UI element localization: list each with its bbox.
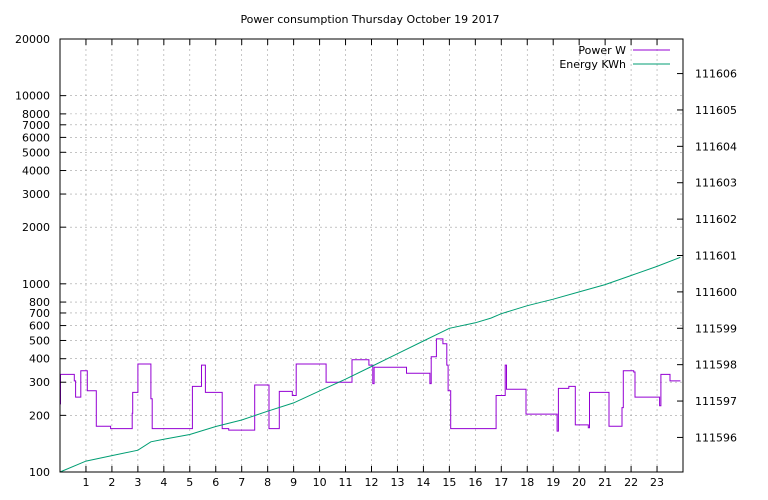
y-right-tick-label: 111599 — [695, 322, 737, 335]
y-left-tick-label: 10000 — [15, 90, 50, 103]
y-left-tick-label: 6000 — [22, 131, 50, 144]
x-tick-label: 18 — [520, 476, 534, 489]
y-left-tick-label: 3000 — [22, 188, 50, 201]
x-tick-label: 3 — [134, 476, 141, 489]
x-tick-label: 9 — [290, 476, 297, 489]
y-left-tick-label: 20000 — [15, 33, 50, 46]
x-tick-label: 21 — [598, 476, 612, 489]
x-tick-label: 22 — [624, 476, 638, 489]
legend-label-energy-kwh: Energy KWh — [559, 58, 626, 71]
y-left-tick-label: 400 — [29, 353, 50, 366]
y-left-tick-label: 2000 — [22, 221, 50, 234]
x-tick-label: 6 — [212, 476, 219, 489]
x-tick-label: 8 — [264, 476, 271, 489]
y-right-tick-label: 111602 — [695, 213, 737, 226]
series-line-power-w — [60, 338, 681, 432]
plot-frame — [59, 38, 684, 473]
y-left-tick-label: 800 — [29, 296, 50, 309]
series-layer — [59, 256, 681, 473]
y-left-tick-label: 8000 — [22, 108, 50, 121]
legend-label-power-w: Power W — [578, 44, 626, 57]
y-left-tick-label: 500 — [29, 334, 50, 347]
y-left-tick-label: 1000 — [22, 278, 50, 291]
x-tick-label: 14 — [416, 476, 430, 489]
x-tick-label: 11 — [339, 476, 353, 489]
y-right-tick-label: 111603 — [695, 177, 737, 190]
y-right-tick-label: 111606 — [695, 68, 737, 81]
y-right-tick-label: 111596 — [695, 431, 737, 444]
y-left-tick-label: 5000 — [22, 146, 50, 159]
x-tick-label: 13 — [390, 476, 404, 489]
y-left-tick-label: 700 — [29, 307, 50, 320]
grid-layer — [60, 39, 683, 472]
x-tick-label: 1 — [82, 476, 89, 489]
y-right-tick-label: 111598 — [695, 359, 737, 372]
x-tick-label: 7 — [238, 476, 245, 489]
x-tick-label: 23 — [650, 476, 664, 489]
series-line-energy-kwh — [59, 256, 681, 473]
y-left-tick-label: 4000 — [22, 165, 50, 178]
y-right-tick-label: 111604 — [695, 140, 737, 153]
y-right-tick-label: 111601 — [695, 250, 737, 263]
y-left-tick-label: 7000 — [22, 119, 50, 132]
y-left-tick-label: 300 — [29, 376, 50, 389]
chart-title: Power consumption Thursday October 19 20… — [240, 13, 499, 26]
y-right-tick-label: 111605 — [695, 104, 737, 117]
x-tick-label: 2 — [108, 476, 115, 489]
x-tick-label: 4 — [160, 476, 167, 489]
x-tick-label: 17 — [494, 476, 508, 489]
y-left-tick-label: 600 — [29, 320, 50, 333]
y-right-tick-label: 111597 — [695, 395, 737, 408]
x-tick-label: 16 — [468, 476, 482, 489]
x-tick-label: 10 — [313, 476, 327, 489]
y-right-tick-label: 111600 — [695, 286, 737, 299]
x-tick-label: 12 — [365, 476, 379, 489]
x-tick-label: 5 — [186, 476, 193, 489]
x-tick-label: 20 — [572, 476, 586, 489]
y-left-tick-label: 100 — [29, 466, 50, 479]
x-tick-label: 19 — [546, 476, 560, 489]
x-tick-label: 15 — [442, 476, 456, 489]
y-left-tick-label: 200 — [29, 409, 50, 422]
axes-layer: 1 2 3 4 5 6 7 8 9 10 11 12 13 14 15 16 17 18 19 20 21 22 23100… — [15, 33, 737, 489]
